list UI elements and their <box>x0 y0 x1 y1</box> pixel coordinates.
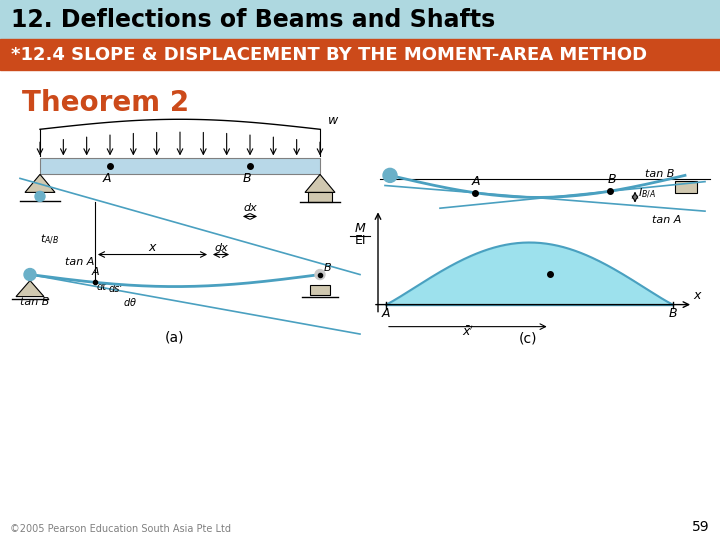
Text: x: x <box>693 288 701 301</box>
FancyBboxPatch shape <box>310 285 330 295</box>
Polygon shape <box>16 281 44 296</box>
Text: $t_{A/B}$: $t_{A/B}$ <box>40 233 59 247</box>
Polygon shape <box>25 174 55 192</box>
FancyBboxPatch shape <box>308 192 332 202</box>
Circle shape <box>315 269 325 280</box>
Text: *12.4 SLOPE & DISPLACEMENT BY THE MOMENT-AREA METHOD: *12.4 SLOPE & DISPLACEMENT BY THE MOMENT… <box>11 46 647 64</box>
Text: 12. Deflections of Beams and Shafts: 12. Deflections of Beams and Shafts <box>11 8 495 32</box>
Text: A: A <box>382 307 390 320</box>
Text: B: B <box>608 173 616 186</box>
Text: dx: dx <box>243 204 257 213</box>
Text: A: A <box>103 172 112 185</box>
Circle shape <box>24 268 36 281</box>
Text: $\bar{x}'$: $\bar{x}'$ <box>462 324 474 339</box>
Circle shape <box>383 168 397 183</box>
Text: B: B <box>324 262 332 273</box>
Text: EI: EI <box>354 234 366 247</box>
Text: A: A <box>472 175 480 188</box>
Text: B: B <box>669 307 678 320</box>
Text: tan A: tan A <box>652 215 681 225</box>
Text: d$\theta$: d$\theta$ <box>123 296 137 308</box>
Text: A: A <box>92 267 99 278</box>
Text: ©2005 Pearson Education South Asia Pte Ltd: ©2005 Pearson Education South Asia Pte L… <box>10 524 231 534</box>
Text: (a): (a) <box>166 330 185 345</box>
FancyBboxPatch shape <box>675 181 697 193</box>
Text: M: M <box>355 222 365 235</box>
Text: Theorem 2: Theorem 2 <box>22 89 189 117</box>
Text: w: w <box>328 114 338 127</box>
Text: (c): (c) <box>518 332 537 346</box>
Text: tan A: tan A <box>65 256 94 267</box>
Text: dt: dt <box>97 282 107 292</box>
Circle shape <box>35 191 45 201</box>
Text: tan B: tan B <box>20 296 50 307</box>
Text: x: x <box>149 240 156 253</box>
Text: $I_{B/A}$: $I_{B/A}$ <box>638 187 656 201</box>
Bar <box>0 39 720 70</box>
Bar <box>0 0 720 39</box>
FancyBboxPatch shape <box>40 158 320 174</box>
Text: B: B <box>243 172 251 185</box>
Text: 59: 59 <box>693 520 710 534</box>
Polygon shape <box>305 174 335 192</box>
Text: tan B: tan B <box>645 168 675 179</box>
Text: dx: dx <box>214 242 228 253</box>
Text: ds': ds' <box>109 285 123 294</box>
